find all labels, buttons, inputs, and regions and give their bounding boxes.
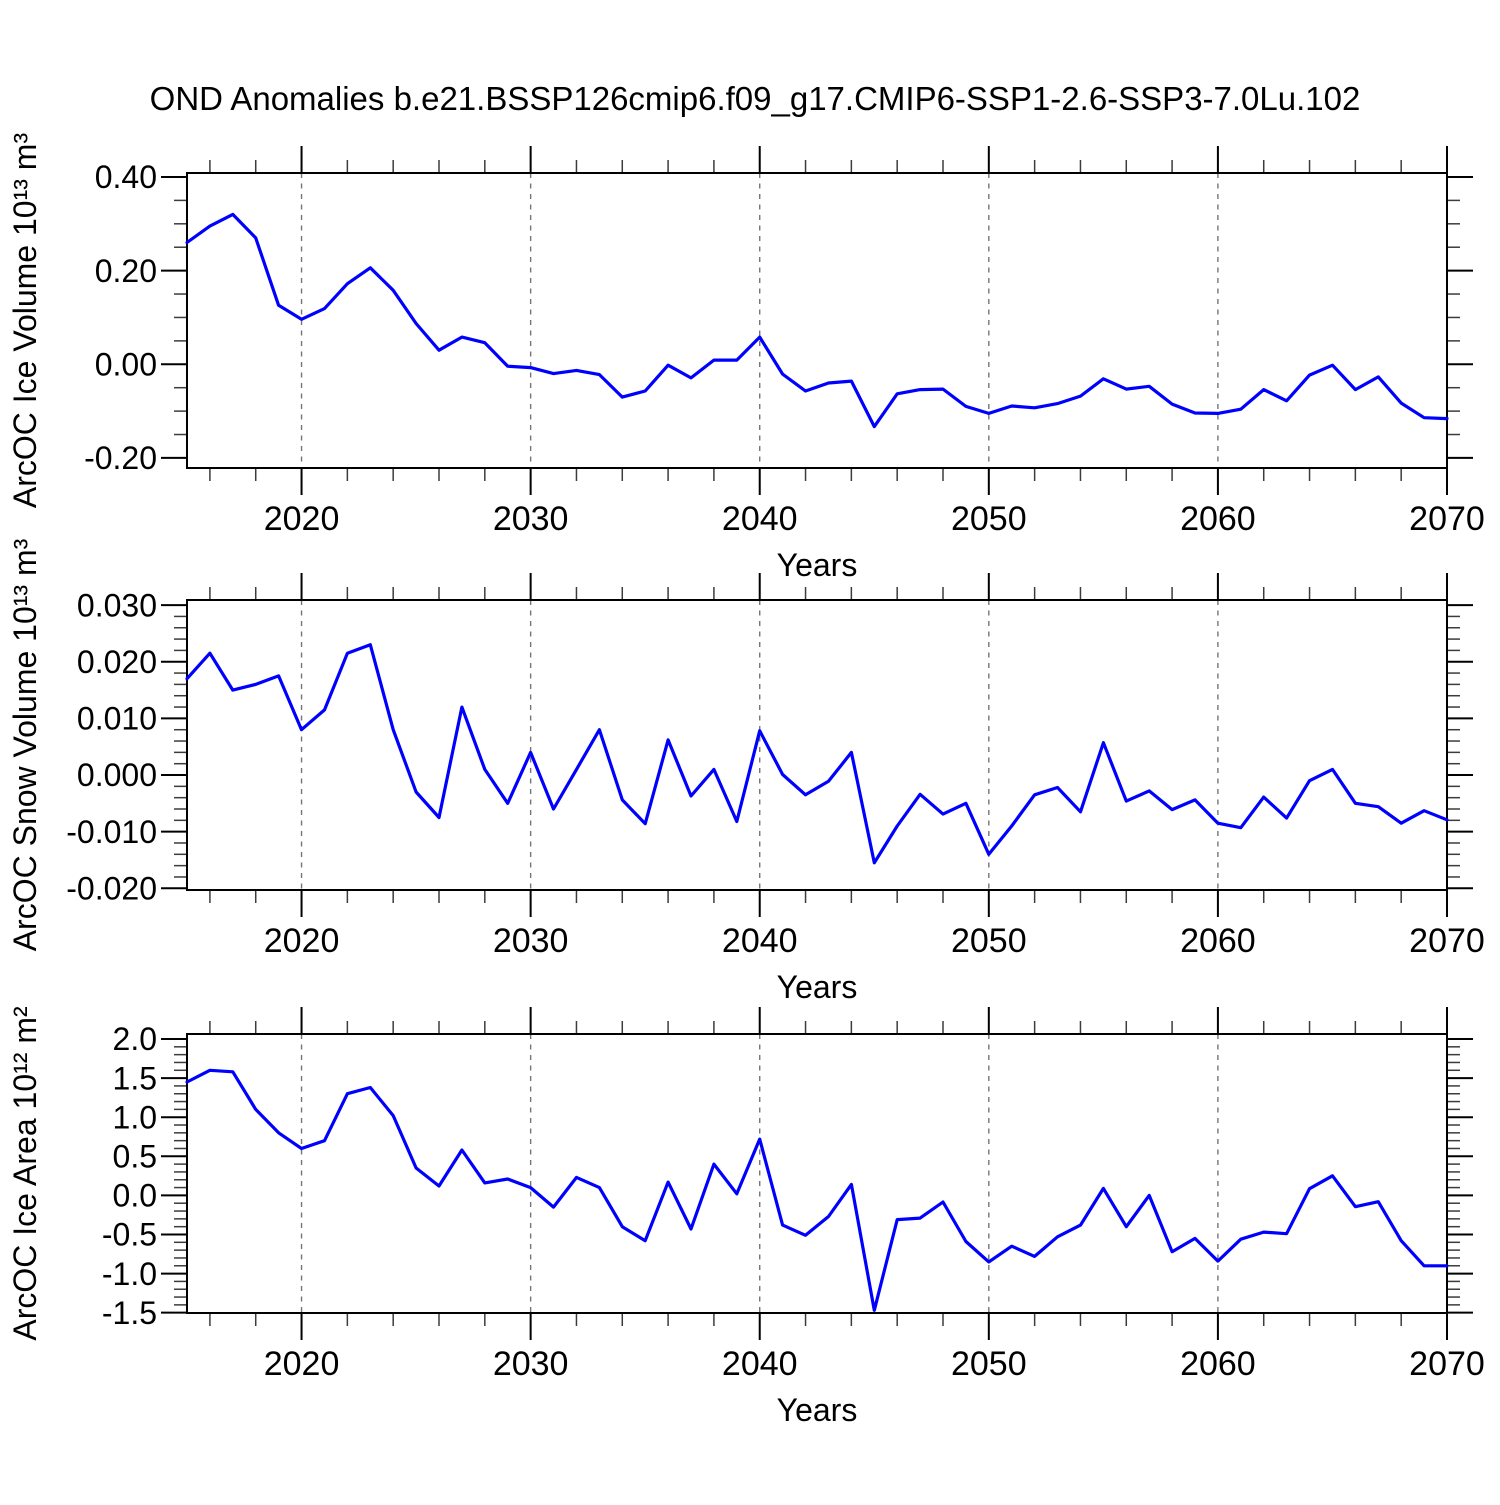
x-tick-label: 2070 [1409, 500, 1485, 538]
x-tick-label: 2060 [1180, 1345, 1256, 1383]
series-line-snow-volume [185, 643, 1449, 865]
axis-box [186, 172, 1448, 469]
y-tick-label: 0.0 [113, 1178, 157, 1214]
y-tick-label: 0.20 [95, 253, 157, 289]
y-axis-title: ArcOC Snow Volume 10¹³ m³ [7, 538, 43, 951]
series-line-ice-volume [185, 212, 1449, 429]
x-axis-title: Years [777, 969, 858, 1005]
x-tick-label: 2050 [951, 922, 1027, 960]
x-tick-label: 2070 [1409, 922, 1485, 960]
y-tick-label: -0.5 [102, 1217, 157, 1253]
x-tick-label: 2040 [722, 922, 798, 960]
y-axis-title: ArcOC Ice Volume 10¹³ m³ [7, 133, 43, 509]
x-tick-label: 2050 [951, 500, 1027, 538]
x-tick-label: 2070 [1409, 1345, 1485, 1383]
x-tick-label: 2020 [264, 922, 340, 960]
x-axis-title: Years [777, 547, 858, 583]
y-tick-label: -0.020 [66, 871, 157, 907]
y-tick-label: 1.0 [113, 1099, 157, 1135]
chart-title: OND Anomalies b.e21.BSSP126cmip6.f09_g17… [150, 80, 1361, 117]
panel-ice-area: 2020 2030 2040 2050 2060 20702.01.51.00.50.0-… [7, 1006, 1485, 1428]
y-tick-label: -1.0 [102, 1256, 157, 1292]
series-line-ice-area [185, 1068, 1449, 1312]
y-axis-title: ArcOC Ice Area 10¹² m² [7, 1006, 43, 1341]
x-tick-label: 2040 [722, 500, 798, 538]
x-tick-label: 2050 [951, 1345, 1027, 1383]
y-tick-label: 0.030 [77, 587, 157, 623]
x-tick-label: 2060 [1180, 500, 1256, 538]
y-tick-label: 2.0 [113, 1021, 157, 1057]
panel-snow-volume: 2020 2030 2040 2050 2060 2070 0.030 0.020 0.010 0… [7, 538, 1485, 1005]
y-tick-label: 0.5 [113, 1138, 157, 1174]
y-tick-label: -0.20 [84, 440, 157, 476]
x-tick-label: 2020 [264, 500, 340, 538]
x-tick-label: 2040 [722, 1345, 798, 1383]
chart-panels: 2020 2030 2040 2050 2060 2070 0.40 0.20 0.00 -0.2… [7, 133, 1485, 1428]
x-tick-label: 2060 [1180, 922, 1256, 960]
y-tick-label: 0.000 [77, 757, 157, 793]
x-tick-label: 2030 [493, 1345, 569, 1383]
y-tick-label: 1.5 [113, 1060, 157, 1096]
y-tick-label: 0.40 [95, 159, 157, 195]
axis-box [186, 1033, 1448, 1314]
y-tick-label: 0.00 [95, 346, 157, 382]
axis-box [186, 599, 1448, 891]
y-tick-label: -1.5 [102, 1295, 157, 1331]
x-tick-label: 2020 [264, 1345, 340, 1383]
panel-ice-volume: 2020 2030 2040 2050 2060 2070 0.40 0.20 0.00 -0.2… [7, 133, 1485, 583]
y-tick-label: 0.010 [77, 701, 157, 737]
y-tick-label: -0.010 [66, 814, 157, 850]
x-tick-label: 2030 [493, 922, 569, 960]
x-tick-label: 2030 [493, 500, 569, 538]
y-tick-label: 0.020 [77, 644, 157, 680]
x-axis-title: Years [777, 1392, 858, 1428]
